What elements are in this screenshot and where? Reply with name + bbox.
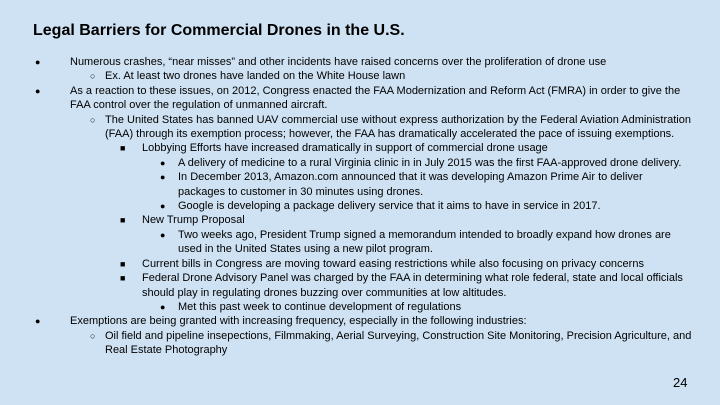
bullet-item: ■ Federal Drone Advisory Panel was charge…: [0, 271, 692, 300]
bullet-glyph: ●: [160, 201, 166, 212]
bullet-glyph: ○: [90, 330, 96, 341]
bullet-item: ● Two weeks ago, President Trump signed a…: [0, 228, 692, 257]
bullet-item: ○ Oil field and pipeline insepections, Fi…: [0, 329, 692, 358]
bullet-text: Lobbying Efforts have increased dramatic…: [142, 142, 548, 155]
bullet-text: A delivery of medicine to a rural Virgin…: [178, 156, 682, 169]
bullet-text: Federal Drone Advisory Panel was charged…: [142, 272, 683, 299]
bullet-item: ● Google is developing a package delivery…: [0, 199, 692, 213]
bullet-glyph: ●: [160, 172, 166, 183]
bullet-glyph: ■: [120, 143, 126, 154]
bullet-list: ● Numerous crashes, “near misses” and oth…: [0, 55, 692, 358]
bullet-item: ○ The United States has banned UAV commer…: [0, 113, 692, 142]
bullet-text: Two weeks ago, President Trump signed a …: [178, 228, 671, 256]
slide-title: Legal Barriers for Commercial Drones in …: [33, 22, 405, 39]
page-number: 24: [673, 375, 688, 390]
bullet-item: ● A delivery of medicine to a rural Virgi…: [0, 156, 692, 170]
bullet-text: Oil field and pipeline insepections, Fil…: [105, 329, 692, 357]
bullet-text: Ex. At least two drones have landed on t…: [105, 70, 406, 83]
bullet-glyph: ●: [35, 85, 41, 96]
bullet-item: ● Exemptions are being granted with incre…: [0, 314, 692, 328]
bullet-text: Current bills in Congress are moving tow…: [142, 257, 644, 270]
bullet-glyph: ●: [160, 157, 166, 168]
bullet-item: ○ Ex. At least two drones have landed on …: [0, 69, 692, 83]
bullet-text: Exemptions are being granted with increa…: [70, 315, 527, 328]
bullet-text: Numerous crashes, “near misses” and othe…: [70, 56, 607, 68]
bullet-item: ● As a reaction to these issues, on 2012,…: [0, 84, 692, 113]
bullet-glyph: ■: [120, 215, 126, 226]
bullet-text: Google is developing a package delivery …: [178, 200, 601, 213]
bullet-item: ■ Current bills in Congress are moving to…: [0, 257, 692, 271]
bullet-glyph: ○: [90, 71, 96, 82]
bullet-text: In December 2013, Amazon.com announced t…: [178, 171, 643, 198]
bullet-item: ● In December 2013, Amazon.com announced …: [0, 170, 692, 199]
bullet-text: As a reaction to these issues, on 2012, …: [70, 84, 681, 112]
bullet-item: ● Numerous crashes, “near misses” and oth…: [0, 55, 692, 69]
bullet-text: New Trump Proposal: [142, 214, 245, 227]
bullet-glyph: ●: [35, 316, 41, 327]
bullet-glyph: ●: [35, 57, 41, 67]
bullet-glyph: ●: [160, 301, 166, 312]
bullet-glyph: ●: [160, 229, 166, 240]
bullet-glyph: ■: [120, 273, 126, 284]
bullet-glyph: ■: [120, 258, 126, 269]
bullet-item: ■ New Trump Proposal: [0, 213, 692, 227]
bullet-text: The United States has banned UAV commerc…: [105, 113, 691, 141]
bullet-text: Met this past week to continue developme…: [178, 300, 462, 313]
bullet-item: ● Met this past week to continue developm…: [0, 300, 692, 314]
bullet-item: ■ Lobbying Efforts have increased dramati…: [0, 141, 692, 155]
bullet-glyph: ○: [90, 114, 96, 125]
